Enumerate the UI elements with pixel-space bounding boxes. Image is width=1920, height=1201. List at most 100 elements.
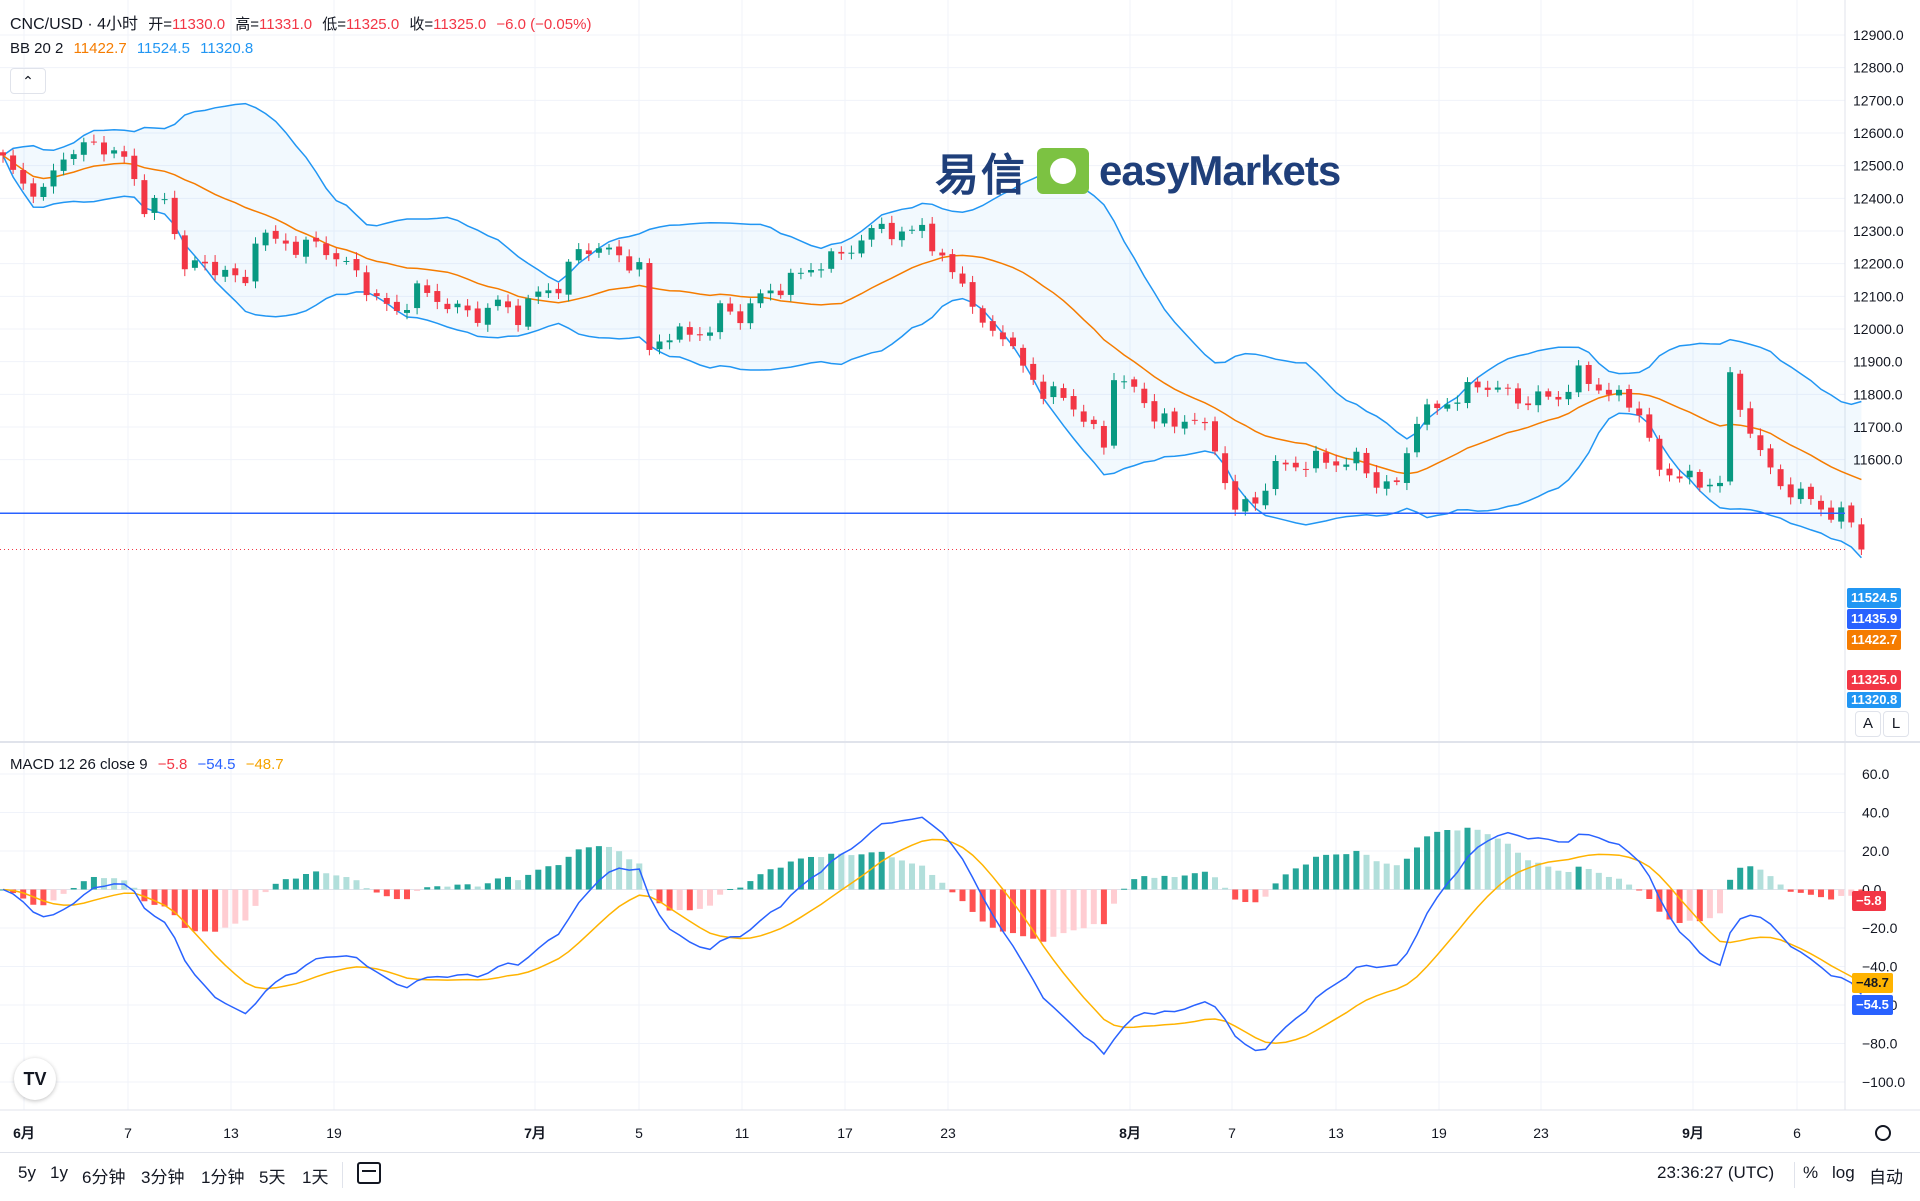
candle-body <box>232 268 239 276</box>
macd-histogram-bar <box>1171 877 1178 890</box>
percent-scale-toggle[interactable]: % <box>1803 1163 1819 1182</box>
candle <box>1121 375 1128 389</box>
timeframe-button-6分钟[interactable]: 6分钟 <box>82 1168 126 1187</box>
candle <box>1626 384 1633 413</box>
macd-histogram-bar <box>444 886 451 890</box>
candle-body <box>484 307 491 325</box>
candle-body <box>525 298 532 327</box>
candle-body <box>1818 500 1824 510</box>
macd-histogram-bar <box>1575 866 1582 890</box>
price-tick-label: 12100.0 <box>1853 288 1904 304</box>
macd-histogram-bar <box>797 858 804 890</box>
bb-legend[interactable]: BB 20 2 11422.7 11524.5 11320.8 <box>10 40 259 57</box>
macd-histogram-bar <box>757 874 764 890</box>
candle-body <box>1323 452 1330 463</box>
macd-histogram-bar <box>1484 834 1491 890</box>
macd-histogram-bar <box>484 883 491 890</box>
macd-tick-label: −20.0 <box>1862 920 1898 936</box>
candle-body <box>20 170 27 184</box>
candle-body <box>1696 471 1703 488</box>
candle-body <box>303 239 309 257</box>
candle-body <box>222 269 229 277</box>
candle <box>585 243 592 262</box>
candle-body <box>1020 347 1027 366</box>
macd-histogram-bar <box>1474 829 1481 890</box>
candle <box>1010 332 1016 350</box>
candle <box>272 225 279 244</box>
macd-histogram-bar <box>282 879 289 890</box>
candle-body <box>1373 472 1380 488</box>
candle <box>161 192 168 205</box>
candle-body <box>1565 391 1572 400</box>
macd-histogram-bar <box>1242 889 1249 903</box>
logo-mark-icon <box>1037 148 1089 194</box>
timeframe-button-1天[interactable]: 1天 <box>302 1168 329 1187</box>
auto-scale-toggle[interactable]: 自动 <box>1869 1168 1903 1187</box>
macd-histogram-bar <box>676 889 683 911</box>
candle-body <box>898 231 905 241</box>
candle-body <box>1010 337 1016 347</box>
timeframe-button-3分钟[interactable]: 3分钟 <box>141 1168 185 1187</box>
candle-body <box>818 269 825 271</box>
time-tick-label: 8月 <box>1119 1125 1141 1141</box>
macd-histogram-bar <box>474 886 481 890</box>
candle <box>313 231 320 248</box>
timeframe-button-5y[interactable]: 5y <box>18 1163 36 1182</box>
utc-clock[interactable]: 23:36:27 (UTC) <box>1657 1163 1775 1182</box>
macd-histogram-bar <box>858 854 865 890</box>
candle <box>1676 469 1683 483</box>
time-tick-label: 23 <box>1533 1125 1549 1141</box>
candle <box>1484 380 1491 397</box>
candle <box>30 178 37 204</box>
candle <box>505 294 511 314</box>
macd-histogram-bar <box>424 887 431 890</box>
macd-histogram-bar <box>1161 875 1168 890</box>
calendar-range-icon[interactable] <box>357 1162 381 1184</box>
macd-tick-label: −40.0 <box>1862 959 1898 975</box>
candle-body <box>676 326 683 340</box>
candle-body <box>363 272 370 296</box>
log-scale-toggle[interactable]: log <box>1832 1163 1855 1182</box>
macd-histogram-bar <box>494 878 501 890</box>
macd-histogram-bar <box>1414 847 1420 890</box>
timeframe-button-1y[interactable]: 1y <box>50 1163 68 1182</box>
candle-body <box>1181 421 1188 429</box>
candle <box>1414 416 1420 458</box>
macd-hist-value: −5.8 <box>157 756 188 773</box>
timeframe-button-1分钟[interactable]: 1分钟 <box>201 1168 245 1187</box>
settings-gear-icon[interactable] <box>1875 1125 1891 1141</box>
candle <box>848 245 855 260</box>
auto-scale-button[interactable]: A <box>1855 711 1881 737</box>
macd-histogram-bar <box>1686 889 1693 921</box>
candle <box>434 283 441 310</box>
candle <box>999 325 1006 347</box>
symbol-title[interactable]: CNC/USD · 4小时 <box>10 16 139 33</box>
macd-histogram-bar <box>333 875 340 890</box>
candle-body <box>1262 490 1269 506</box>
macd-histogram-bar <box>1272 883 1279 890</box>
macd-histogram-bar <box>1747 866 1754 890</box>
candle-body <box>606 247 612 250</box>
low-value: 11325.0 <box>346 16 400 33</box>
macd-histogram-bar <box>414 889 421 891</box>
candle-body <box>1848 505 1855 523</box>
candle-body <box>646 263 653 350</box>
price-tick-label: 12900.0 <box>1853 27 1904 43</box>
hline-price-label[interactable]: 11435.9 <box>1847 609 1902 629</box>
candle-body <box>939 252 946 256</box>
log-scale-button[interactable]: L <box>1883 711 1909 737</box>
candle <box>1454 395 1461 411</box>
candle <box>1343 457 1350 471</box>
macd-legend[interactable]: MACD 12 26 close 9 −5.8 −54.5 −48.7 <box>10 756 290 773</box>
candle <box>1434 400 1441 415</box>
collapse-legend-button[interactable]: ⌃ <box>10 68 46 94</box>
tradingview-logo[interactable]: TV <box>14 1058 56 1100</box>
candle-body <box>858 240 865 254</box>
timeframe-button-5天[interactable]: 5天 <box>259 1168 286 1187</box>
candle <box>858 234 865 258</box>
candle <box>292 236 299 259</box>
candle <box>333 248 340 267</box>
macd-signal-axis-label: −48.7 <box>1852 973 1893 993</box>
candle <box>737 304 744 330</box>
